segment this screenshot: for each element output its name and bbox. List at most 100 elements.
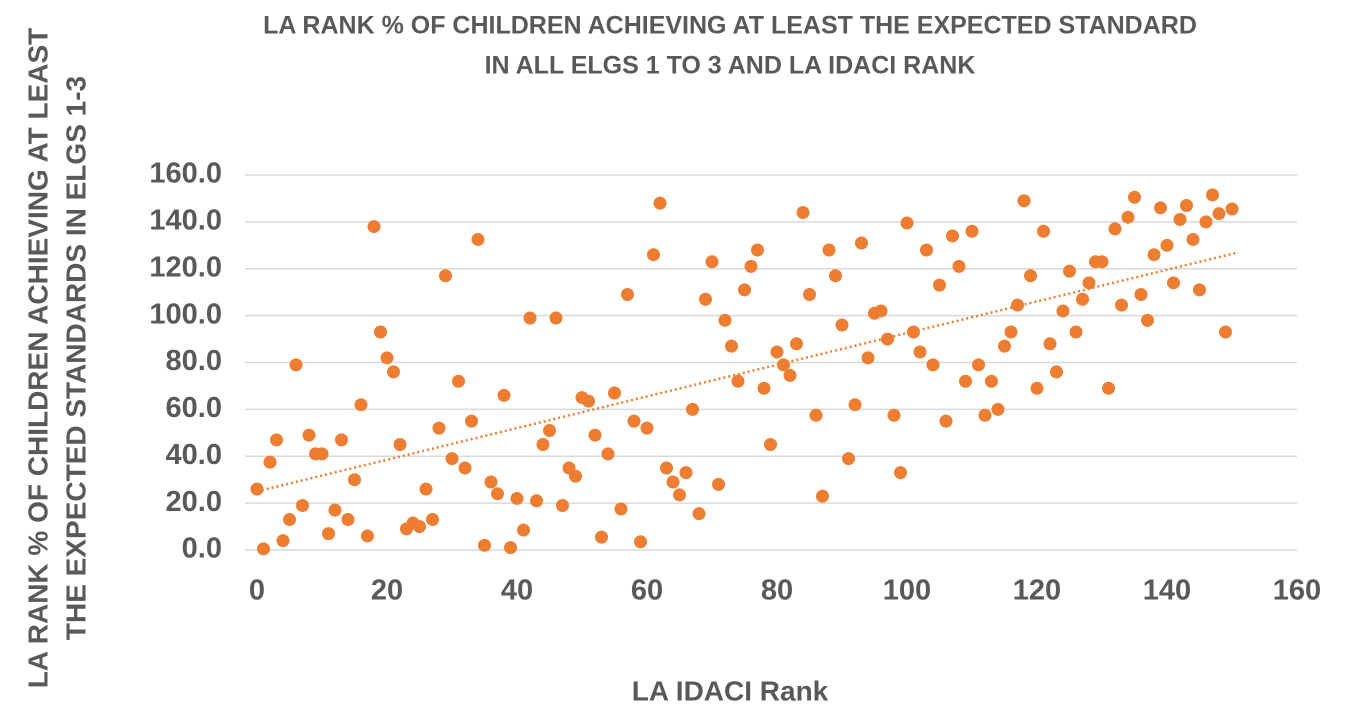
data-point bbox=[601, 447, 615, 461]
y-tick-label: 160.0 bbox=[149, 158, 222, 190]
data-point bbox=[315, 447, 329, 461]
x-tick-label: 0 bbox=[249, 575, 265, 607]
data-point bbox=[679, 466, 693, 480]
data-point bbox=[1095, 255, 1109, 269]
data-point bbox=[705, 255, 719, 269]
data-point bbox=[783, 368, 797, 382]
y-tick-label: 40.0 bbox=[166, 439, 222, 471]
data-point bbox=[1121, 210, 1135, 224]
data-point bbox=[894, 466, 907, 480]
data-point bbox=[1004, 325, 1018, 339]
data-point bbox=[660, 461, 673, 475]
data-point bbox=[803, 288, 816, 302]
data-point bbox=[1225, 202, 1239, 216]
data-point bbox=[263, 455, 277, 469]
data-point bbox=[874, 304, 888, 318]
data-point bbox=[556, 498, 569, 512]
data-point bbox=[1134, 288, 1148, 302]
data-point bbox=[634, 535, 647, 549]
x-tick-label: 100 bbox=[883, 575, 931, 607]
y-axis-label: LA RANK % OF CHILDREN ACHIEVING AT LEAST bbox=[22, 28, 53, 689]
data-point bbox=[432, 421, 446, 435]
data-point bbox=[1102, 381, 1115, 395]
data-point bbox=[497, 388, 511, 402]
data-point bbox=[939, 414, 953, 428]
x-axis-label: LA IDACI Rank bbox=[632, 675, 829, 706]
data-point bbox=[419, 482, 433, 496]
data-point bbox=[257, 542, 270, 556]
data-point bbox=[1024, 269, 1037, 283]
data-point bbox=[458, 461, 472, 475]
data-point bbox=[1160, 238, 1174, 252]
data-point bbox=[1030, 381, 1044, 395]
data-point bbox=[1037, 224, 1050, 238]
data-point bbox=[1043, 337, 1057, 351]
x-tick-label: 80 bbox=[761, 575, 793, 607]
data-point bbox=[731, 374, 745, 388]
y-tick-label: 60.0 bbox=[166, 392, 222, 424]
data-point bbox=[926, 358, 940, 372]
data-point bbox=[1167, 276, 1180, 290]
data-point bbox=[471, 232, 485, 246]
data-point bbox=[985, 374, 998, 388]
y-tick-label: 100.0 bbox=[149, 298, 222, 330]
data-point bbox=[276, 534, 290, 548]
x-tick-label: 60 bbox=[631, 575, 663, 607]
data-point bbox=[335, 433, 348, 447]
data-point bbox=[835, 318, 849, 332]
data-point bbox=[640, 421, 654, 435]
data-point bbox=[1193, 283, 1206, 297]
data-point bbox=[913, 345, 927, 359]
data-point bbox=[744, 259, 758, 273]
data-point bbox=[718, 313, 732, 327]
data-point bbox=[582, 394, 595, 408]
data-point bbox=[1108, 222, 1122, 236]
data-point bbox=[965, 224, 979, 238]
data-point bbox=[627, 414, 641, 428]
data-point bbox=[302, 428, 316, 442]
data-point bbox=[569, 469, 582, 483]
data-point bbox=[484, 475, 498, 489]
y-tick-label: 120.0 bbox=[149, 251, 222, 283]
data-point bbox=[250, 482, 264, 496]
data-point bbox=[1076, 292, 1089, 306]
data-point bbox=[712, 477, 725, 491]
data-point bbox=[504, 541, 517, 555]
data-point bbox=[842, 452, 855, 466]
data-point bbox=[328, 503, 342, 517]
data-point bbox=[452, 374, 465, 388]
chart-title: LA RANK % OF CHILDREN ACHIEVING AT LEAST… bbox=[263, 12, 1197, 40]
data-point bbox=[1219, 325, 1232, 339]
data-point bbox=[1147, 248, 1161, 262]
data-point bbox=[666, 475, 680, 489]
data-point bbox=[478, 538, 491, 552]
data-point bbox=[887, 408, 901, 422]
data-point bbox=[1199, 215, 1213, 229]
data-point bbox=[1206, 188, 1219, 202]
data-point bbox=[933, 278, 946, 292]
data-point bbox=[413, 520, 426, 534]
data-point bbox=[530, 494, 543, 508]
data-point bbox=[686, 402, 699, 416]
data-point bbox=[510, 491, 524, 505]
data-point bbox=[946, 229, 959, 243]
y-tick-label: 20.0 bbox=[166, 486, 222, 518]
data-point bbox=[1154, 201, 1167, 215]
data-point bbox=[848, 398, 862, 412]
data-point bbox=[978, 408, 992, 422]
data-point bbox=[900, 216, 914, 230]
data-point bbox=[1017, 194, 1031, 208]
data-point bbox=[796, 206, 810, 219]
data-point bbox=[738, 283, 751, 297]
data-point bbox=[1186, 232, 1200, 246]
y-tick-label: 140.0 bbox=[149, 205, 222, 237]
data-point bbox=[770, 345, 784, 359]
data-point bbox=[543, 423, 556, 437]
data-point bbox=[354, 398, 368, 412]
data-point bbox=[881, 332, 894, 346]
x-tick-label: 160 bbox=[1273, 575, 1321, 607]
data-point bbox=[959, 374, 972, 388]
data-point bbox=[270, 433, 283, 447]
data-point bbox=[426, 513, 439, 527]
data-point bbox=[296, 498, 309, 512]
